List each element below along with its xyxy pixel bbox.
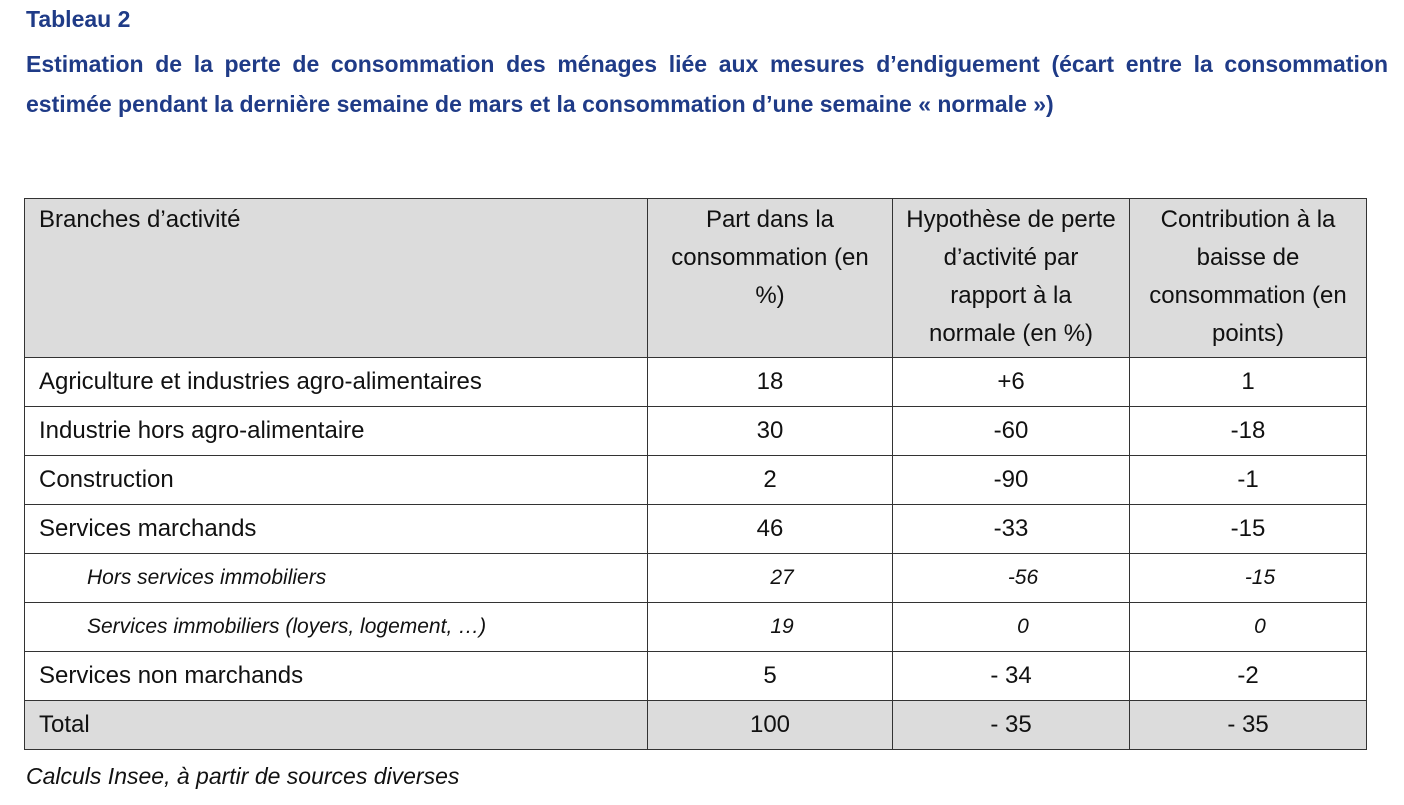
consumption-loss-table: Branches d’activité Part dans la consomm… xyxy=(24,198,1367,750)
table-row: Construction 2 -90 -1 xyxy=(24,455,1367,505)
source-note: Calculs Insee, à partir de sources diver… xyxy=(26,763,460,789)
cell-share: 2 xyxy=(647,455,893,505)
cell-branch: Construction xyxy=(24,455,648,505)
table-row: Agriculture et industries agro-alimentai… xyxy=(24,357,1367,407)
cell-contribution: 0 xyxy=(1129,602,1367,652)
cell-loss: 0 xyxy=(892,602,1130,652)
cell-contribution: -18 xyxy=(1129,406,1367,456)
cell-contribution: -15 xyxy=(1129,504,1367,554)
cell-contribution: -2 xyxy=(1129,651,1367,701)
cell-branch: Total xyxy=(24,700,648,750)
cell-share: 30 xyxy=(647,406,893,456)
cell-branch: Services immobiliers (loyers, logement, … xyxy=(24,602,648,652)
cell-share: 19 xyxy=(647,602,893,652)
table-total-row: Total 100 - 35 - 35 xyxy=(24,700,1367,750)
cell-contribution: -15 xyxy=(1129,553,1367,603)
table-title: Estimation de la perte de consommation d… xyxy=(26,51,1388,117)
cell-contribution: 1 xyxy=(1129,357,1367,407)
table-row: Industrie hors agro-alimentaire 30 -60 -… xyxy=(24,406,1367,456)
table-row: Services marchands 46 -33 -15 xyxy=(24,504,1367,554)
header-activity-loss: Hypothèse de perte d’activité par rappor… xyxy=(892,198,1130,358)
cell-branch: Services non marchands xyxy=(24,651,648,701)
cell-contribution: - 35 xyxy=(1129,700,1367,750)
cell-loss: - 35 xyxy=(892,700,1130,750)
table-label: Tableau 2 xyxy=(26,6,131,32)
cell-share: 5 xyxy=(647,651,893,701)
cell-share: 100 xyxy=(647,700,893,750)
cell-share: 46 xyxy=(647,504,893,554)
cell-loss: -60 xyxy=(892,406,1130,456)
header-share: Part dans la consommation (en %) xyxy=(647,198,893,358)
cell-loss: -56 xyxy=(892,553,1130,603)
cell-loss: -33 xyxy=(892,504,1130,554)
table-row: Services non marchands 5 - 34 -2 xyxy=(24,651,1367,701)
cell-branch: Hors services immobiliers xyxy=(24,553,648,603)
table-subrow: Services immobiliers (loyers, logement, … xyxy=(24,602,1367,652)
cell-contribution: -1 xyxy=(1129,455,1367,505)
table-subrow: Hors services immobiliers 27 -56 -15 xyxy=(24,553,1367,603)
header-branches: Branches d’activité xyxy=(24,198,648,358)
table-header-row: Branches d’activité Part dans la consomm… xyxy=(24,198,1367,358)
cell-branch: Agriculture et industries agro-alimentai… xyxy=(24,357,648,407)
cell-branch: Industrie hors agro-alimentaire xyxy=(24,406,648,456)
cell-share: 27 xyxy=(647,553,893,603)
header-contribution: Contribution à la baisse de consommation… xyxy=(1129,198,1367,358)
cell-loss: +6 xyxy=(892,357,1130,407)
cell-loss: - 34 xyxy=(892,651,1130,701)
cell-loss: -90 xyxy=(892,455,1130,505)
cell-branch: Services marchands xyxy=(24,504,648,554)
cell-share: 18 xyxy=(647,357,893,407)
